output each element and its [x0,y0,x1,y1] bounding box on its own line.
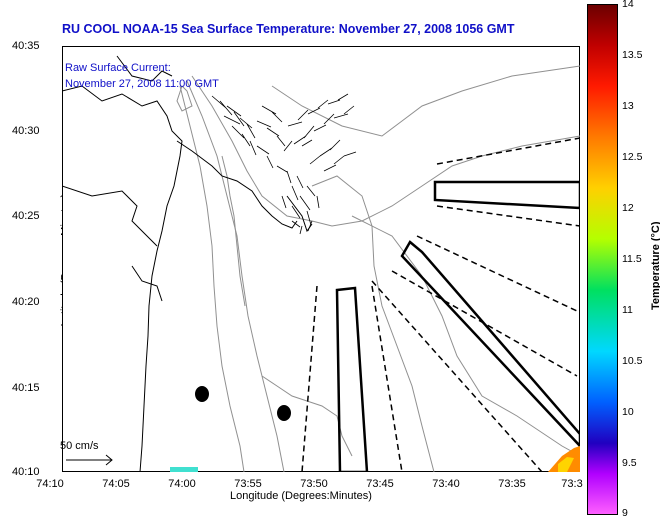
colorbar-tick: 14 [622,0,634,10]
y-tick-label: 40:30 [12,125,40,137]
zone-polygons [335,180,580,472]
station-marker [195,386,209,402]
colorbar-tick: 13.5 [622,49,643,61]
colorbar-tick: 9.5 [622,457,637,469]
coastline [62,55,313,472]
x-tick-label: 73:40 [432,478,460,490]
map-title: RU COOL NOAA-15 Sea Surface Temperature:… [62,22,515,36]
current-label-line1: Raw Surface Current: [65,62,171,74]
map-plot-area [62,46,580,472]
plot-frame [62,46,580,472]
x-tick-label: 73:3 [561,478,583,490]
colorbar-tick: 12 [622,202,634,214]
x-tick-label: 73:45 [366,478,394,490]
current-vectors [211,93,357,235]
sst-patch [170,467,198,472]
x-tick-label: 73:50 [300,478,328,490]
colorbar [587,4,618,515]
y-tick-label: 40:20 [12,296,40,308]
x-tick-label: 73:35 [498,478,526,490]
radar-beam-lines [301,137,580,472]
colorbar-gradient [587,4,618,515]
colorbar-tick: 11 [622,304,633,316]
x-tick-label: 74:05 [102,478,130,490]
bathymetry-contours [176,65,580,472]
colorbar-tick: 10.5 [622,355,643,367]
scale-arrow [66,454,113,466]
sst-patch [548,446,580,472]
y-tick-label: 40:25 [12,210,40,222]
scale-label: 50 cm/s [60,440,99,452]
y-tick-label: 40:35 [12,40,40,52]
colorbar-tick: 13 [622,100,634,112]
x-tick-label: 73:55 [234,478,262,490]
x-tick-label: 74:10 [36,478,64,490]
x-tick-label: 74:00 [168,478,196,490]
colorbar-title: Temperature (°C) [650,221,660,310]
y-tick-label: 40:10 [12,466,40,478]
station-marker [277,405,291,421]
sst-patch [558,457,574,472]
y-tick-label: 40:15 [12,382,40,394]
current-label-line2: November 27, 2008 11:00 GMT [65,78,219,90]
colorbar-tick: 10 [622,406,634,418]
colorbar-tick: 12.5 [622,151,643,163]
x-axis-label: Longitude (Degrees:Minutes) [230,490,372,502]
colorbar-tick: 11.5 [622,253,642,265]
colorbar-tick: 9 [622,507,628,519]
